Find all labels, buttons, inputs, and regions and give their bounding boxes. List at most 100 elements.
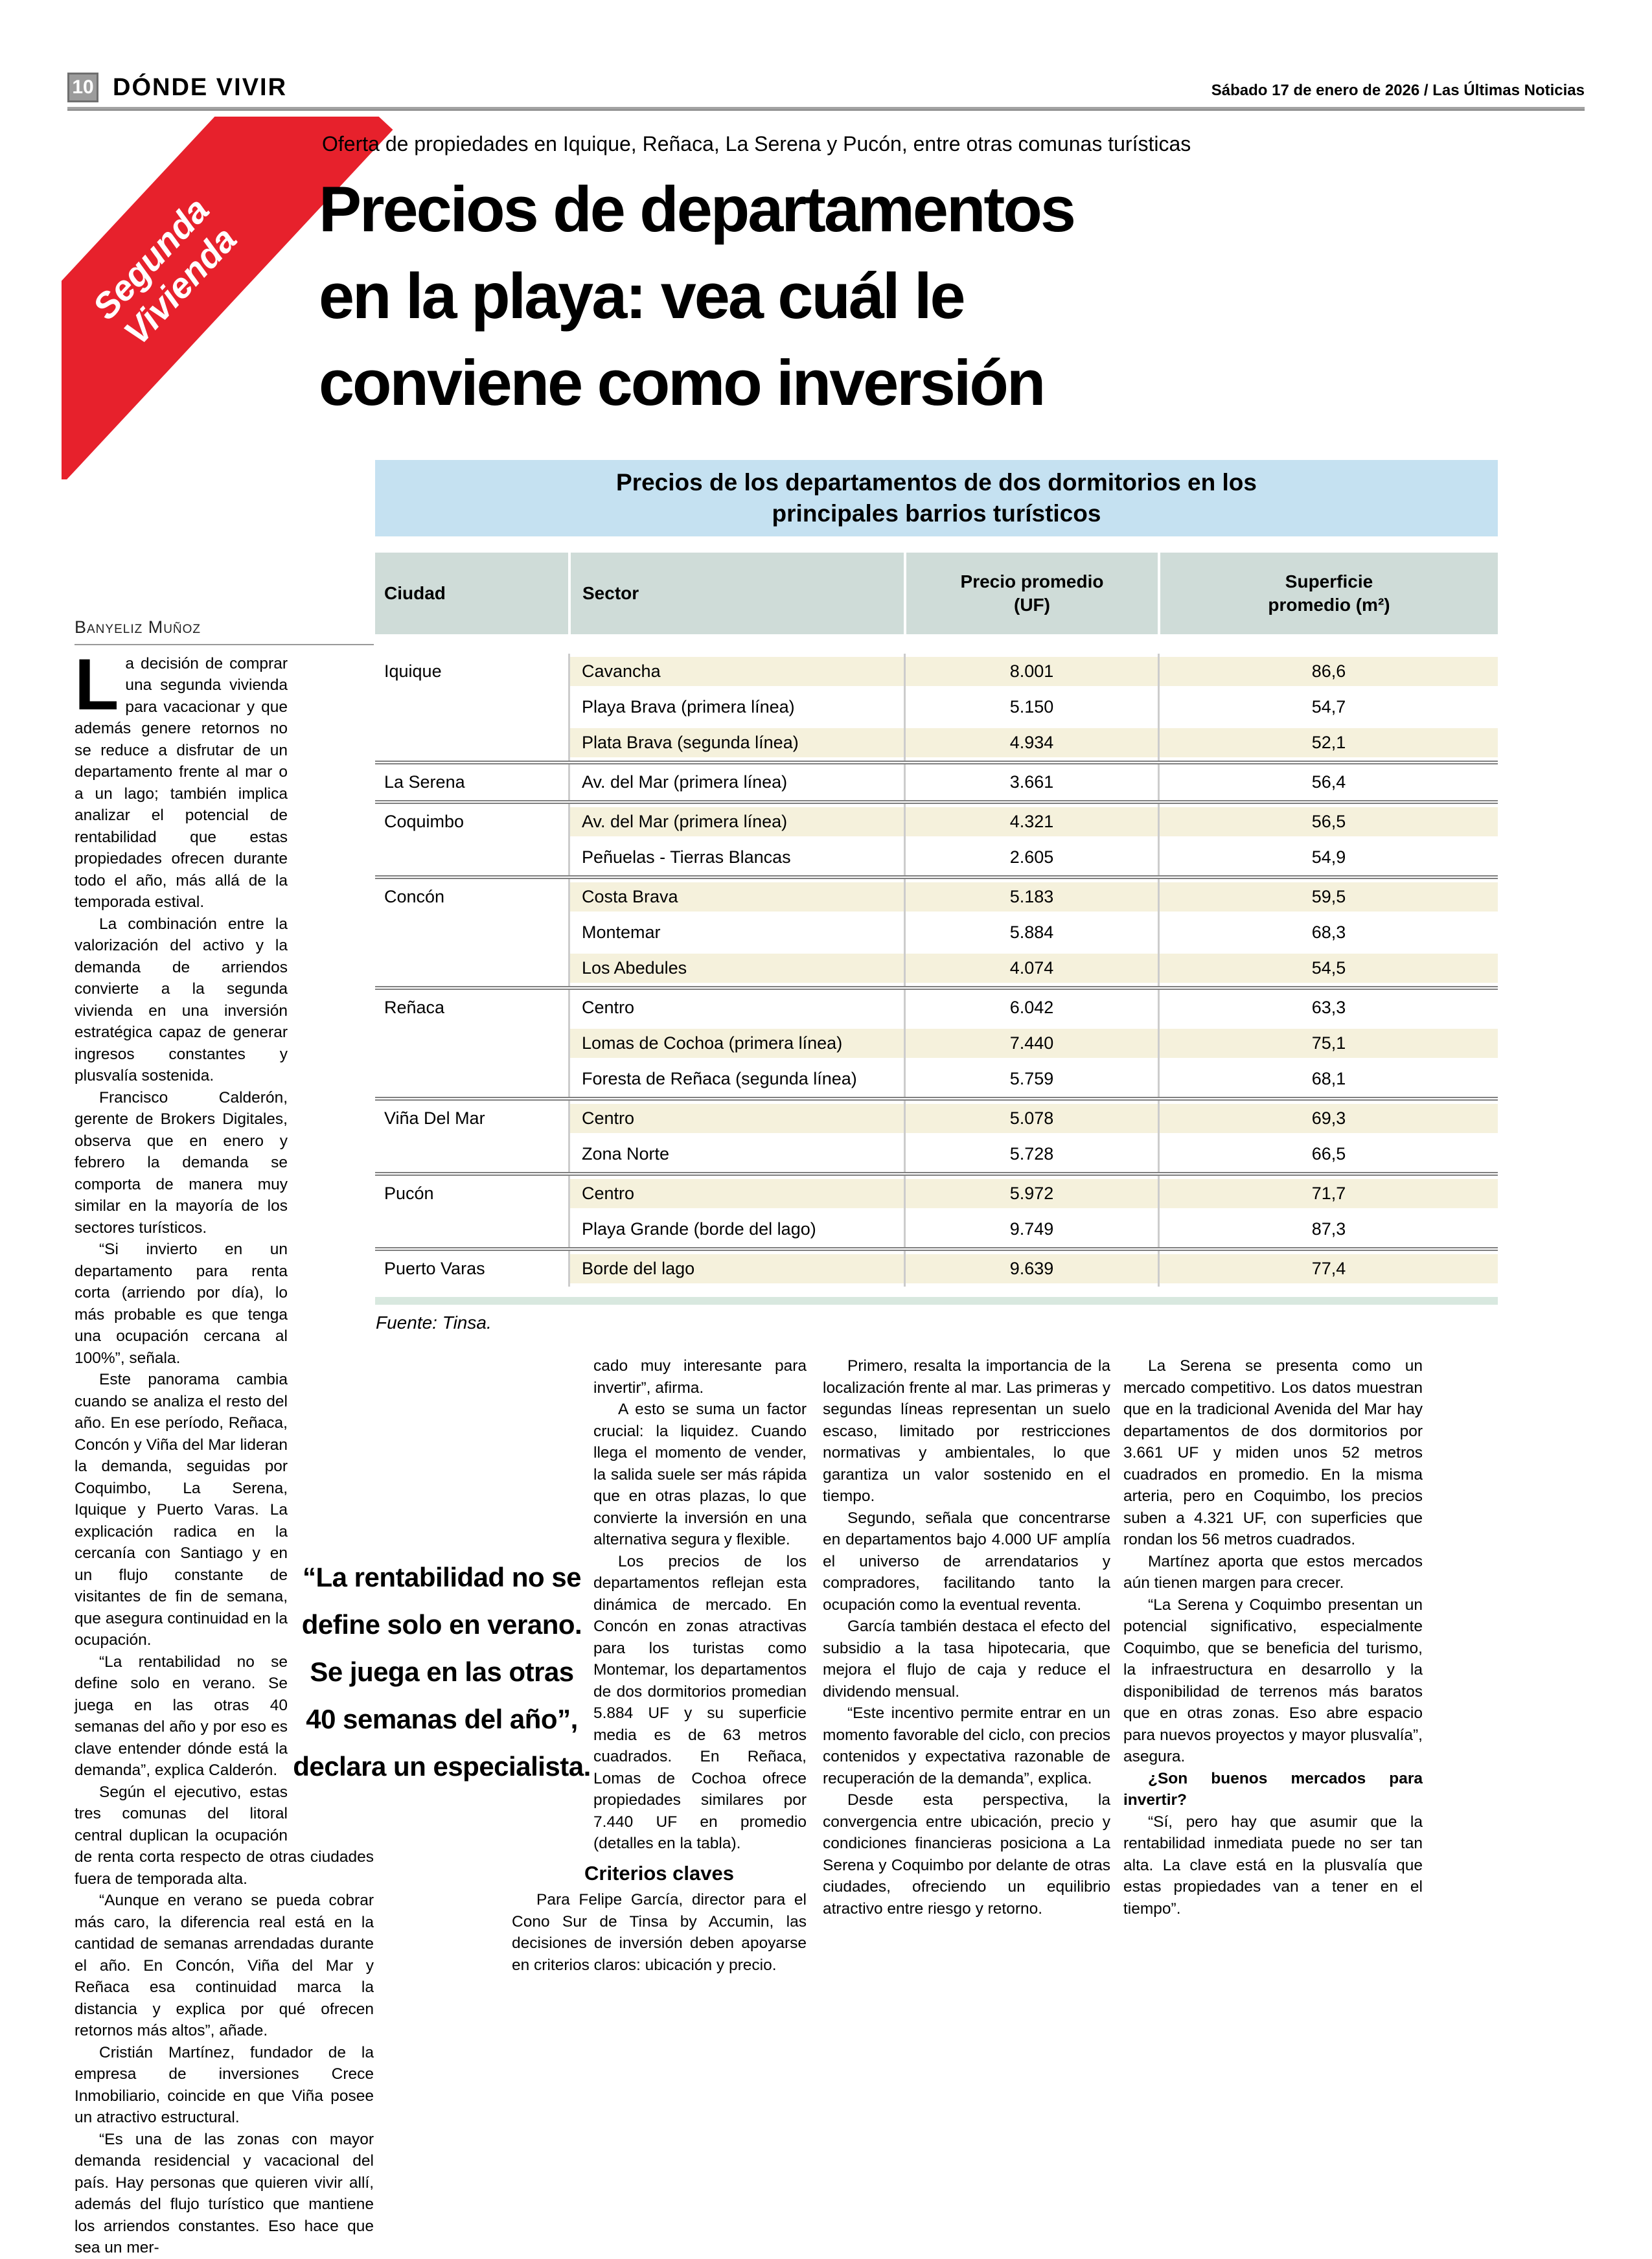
city-cell: Viña Del Mar bbox=[384, 1108, 485, 1128]
table-source: Fuente: Tinsa. bbox=[376, 1313, 492, 1333]
sector-cell: Centro bbox=[568, 1101, 904, 1136]
precio-cell: 5.183 bbox=[904, 879, 1158, 915]
section-title: DÓNDE VIVIR bbox=[113, 74, 288, 101]
table-group: Reñaca Centro 6.042 63,3 Lomas de Cochoa (pr… bbox=[375, 986, 1498, 1097]
superficie-cell: 59,5 bbox=[1158, 879, 1498, 915]
precio-cell: 9.639 bbox=[904, 1251, 1158, 1287]
superficie-cell: 56,4 bbox=[1158, 764, 1498, 800]
body-column-2: cado muy interesante para invertir”, afi… bbox=[512, 1355, 807, 1976]
sector-cell: Borde del lago bbox=[568, 1251, 904, 1287]
table-row: Coquimbo Av. del Mar (primera línea) 4.321… bbox=[375, 804, 1498, 840]
superficie-cell: 54,5 bbox=[1158, 950, 1498, 986]
table-row: La Serena Av. del Mar (primera línea) 3.66… bbox=[375, 764, 1498, 800]
city-cell: Puerto Varas bbox=[384, 1259, 485, 1278]
precio-cell: 4.074 bbox=[904, 950, 1158, 986]
subheading: Criterios claves bbox=[584, 1861, 734, 1885]
table-body: Iquique Cavancha 8.001 86,6 Playa Brava (pri… bbox=[375, 654, 1498, 1287]
precio-cell: 5.759 bbox=[904, 1061, 1158, 1097]
paragraph: La combinación entre la valorización del… bbox=[75, 915, 288, 1085]
superficie-cell: 56,5 bbox=[1158, 804, 1498, 840]
sector-cell: Costa Brava bbox=[568, 879, 904, 915]
city-cell bbox=[375, 1136, 568, 1172]
paragraph: “La rentabilidad no se define solo en ve… bbox=[75, 1653, 288, 1780]
byline: Banyeliz Muñoz bbox=[75, 617, 374, 645]
sector-cell: Foresta de Reñaca (segunda línea) bbox=[568, 1061, 904, 1097]
table-group: Viña Del Mar Centro 5.078 69,3 Zona Norte 5.7… bbox=[375, 1097, 1498, 1172]
precio-cell: 5.972 bbox=[904, 1176, 1158, 1211]
paragraph: Primero, resalta la importancia de la lo… bbox=[823, 1357, 1110, 1505]
ribbon-label: Segunda Vivienda bbox=[84, 189, 244, 352]
precio-cell: 5.150 bbox=[904, 689, 1158, 725]
kicker: Oferta de propiedades en Iquique, Reñaca… bbox=[322, 132, 1191, 155]
city-cell bbox=[375, 915, 568, 950]
table-group: La Serena Av. del Mar (primera línea) 3.66… bbox=[375, 761, 1498, 800]
superficie-cell: 63,3 bbox=[1158, 990, 1498, 1026]
superficie-cell: 87,3 bbox=[1158, 1211, 1498, 1247]
column-paragraphs: cado muy interesante para invertir”, afi… bbox=[512, 1355, 807, 1976]
table-row: Reñaca Centro 6.042 63,3 bbox=[375, 990, 1498, 1026]
table-row: Playa Brava (primera línea) 5.150 54,7 bbox=[375, 689, 1498, 725]
precio-cell: 5.884 bbox=[904, 915, 1158, 950]
sector-cell: Centro bbox=[568, 990, 904, 1026]
column-header-superficie: Superficie promedio (m²) bbox=[1158, 553, 1498, 634]
pull-quote-wrap-spacer bbox=[512, 1551, 593, 1841]
paragraph: cado muy interesante para invertir”, afi… bbox=[593, 1357, 807, 1397]
precio-cell: 6.042 bbox=[904, 990, 1158, 1026]
superficie-cell: 86,6 bbox=[1158, 654, 1498, 689]
city-cell: La Serena bbox=[384, 772, 465, 792]
paragraph: “La Serena y Coquimbo presentan un poten… bbox=[1123, 1596, 1423, 1766]
precio-cell: 7.440 bbox=[904, 1026, 1158, 1061]
column-paragraphs: Primero, resalta la importancia de la lo… bbox=[823, 1355, 1110, 1920]
city-cell bbox=[375, 1211, 568, 1247]
city-cell: Coquimbo bbox=[384, 812, 465, 831]
superficie-cell: 75,1 bbox=[1158, 1026, 1498, 1061]
paragraph: A esto se suma un factor crucial: la liq… bbox=[593, 1401, 807, 1548]
paragraph: Desde esta perspectiva, la convergencia … bbox=[823, 1791, 1110, 1918]
sector-cell: Plata Brava (segunda línea) bbox=[568, 725, 904, 761]
paragraph: Para Felipe García, director para el Con… bbox=[512, 1891, 807, 1974]
city-cell: Reñaca bbox=[384, 998, 445, 1017]
table-row: Iquique Cavancha 8.001 86,6 bbox=[375, 654, 1498, 689]
superficie-cell: 71,7 bbox=[1158, 1176, 1498, 1211]
precio-cell: 5.078 bbox=[904, 1101, 1158, 1136]
table-row: Pucón Centro 5.972 71,7 bbox=[375, 1176, 1498, 1211]
paragraph: Cristián Martínez, fundador de la empres… bbox=[75, 2043, 374, 2127]
precio-cell: 8.001 bbox=[904, 654, 1158, 689]
superficie-cell: 54,7 bbox=[1158, 689, 1498, 725]
precio-cell: 2.605 bbox=[904, 840, 1158, 875]
table-row: Plata Brava (segunda línea) 4.934 52,1 bbox=[375, 725, 1498, 761]
city-cell: Concón bbox=[384, 887, 445, 906]
superficie-cell: 54,9 bbox=[1158, 840, 1498, 875]
body-column-4: La Serena se presenta como un mercado co… bbox=[1123, 1355, 1423, 1920]
paragraph: “Este incentivo permite entrar en un mom… bbox=[823, 1704, 1110, 1787]
sector-cell: Cavancha bbox=[568, 654, 904, 689]
paragraph: Los precios de los departamentos refleja… bbox=[593, 1552, 807, 1853]
city-cell: Pucón bbox=[384, 1184, 434, 1203]
dateline: Sábado 17 de enero de 2026 / Las Últimas… bbox=[1211, 82, 1585, 99]
table-title: Precios de los departamentos de dos dorm… bbox=[375, 460, 1498, 536]
paragraph: “Aunque en verano se pueda cobrar más ca… bbox=[75, 1892, 374, 2039]
superficie-cell: 68,1 bbox=[1158, 1061, 1498, 1097]
city-cell bbox=[375, 725, 568, 761]
headline: Precios de departamentos en la playa: ve… bbox=[319, 173, 1076, 419]
superficie-cell: 66,5 bbox=[1158, 1136, 1498, 1172]
table-row: Zona Norte 5.728 66,5 bbox=[375, 1136, 1498, 1172]
table-group: Coquimbo Av. del Mar (primera línea) 4.321… bbox=[375, 800, 1498, 875]
price-table: Precios de los departamentos de dos dorm… bbox=[375, 460, 1498, 1305]
paragraph: Martínez aporta que estos mercados aún t… bbox=[1123, 1552, 1423, 1592]
paragraph: Francisco Calderón, gerente de Brokers D… bbox=[75, 1088, 288, 1237]
precio-cell: 4.934 bbox=[904, 725, 1158, 761]
superficie-cell: 68,3 bbox=[1158, 915, 1498, 950]
drop-cap: L bbox=[75, 643, 119, 725]
paragraph: “Si invierto en un departamento para ren… bbox=[75, 1241, 288, 1367]
sector-cell: Playa Grande (borde del lago) bbox=[568, 1211, 904, 1247]
table-group: Concón Costa Brava 5.183 59,5 Montemar 5.884 6… bbox=[375, 875, 1498, 986]
header-rule bbox=[67, 107, 1585, 111]
pull-quote-wrap-spacer bbox=[288, 1554, 374, 1844]
sector-cell: Montemar bbox=[568, 915, 904, 950]
column-header-ciudad: Ciudad bbox=[384, 583, 446, 603]
paragraph: García también destaca el efecto del sub… bbox=[823, 1618, 1110, 1701]
city-cell bbox=[375, 1061, 568, 1097]
paragraph: “Sí, pero hay que asumir que la rentabil… bbox=[1123, 1813, 1423, 1918]
